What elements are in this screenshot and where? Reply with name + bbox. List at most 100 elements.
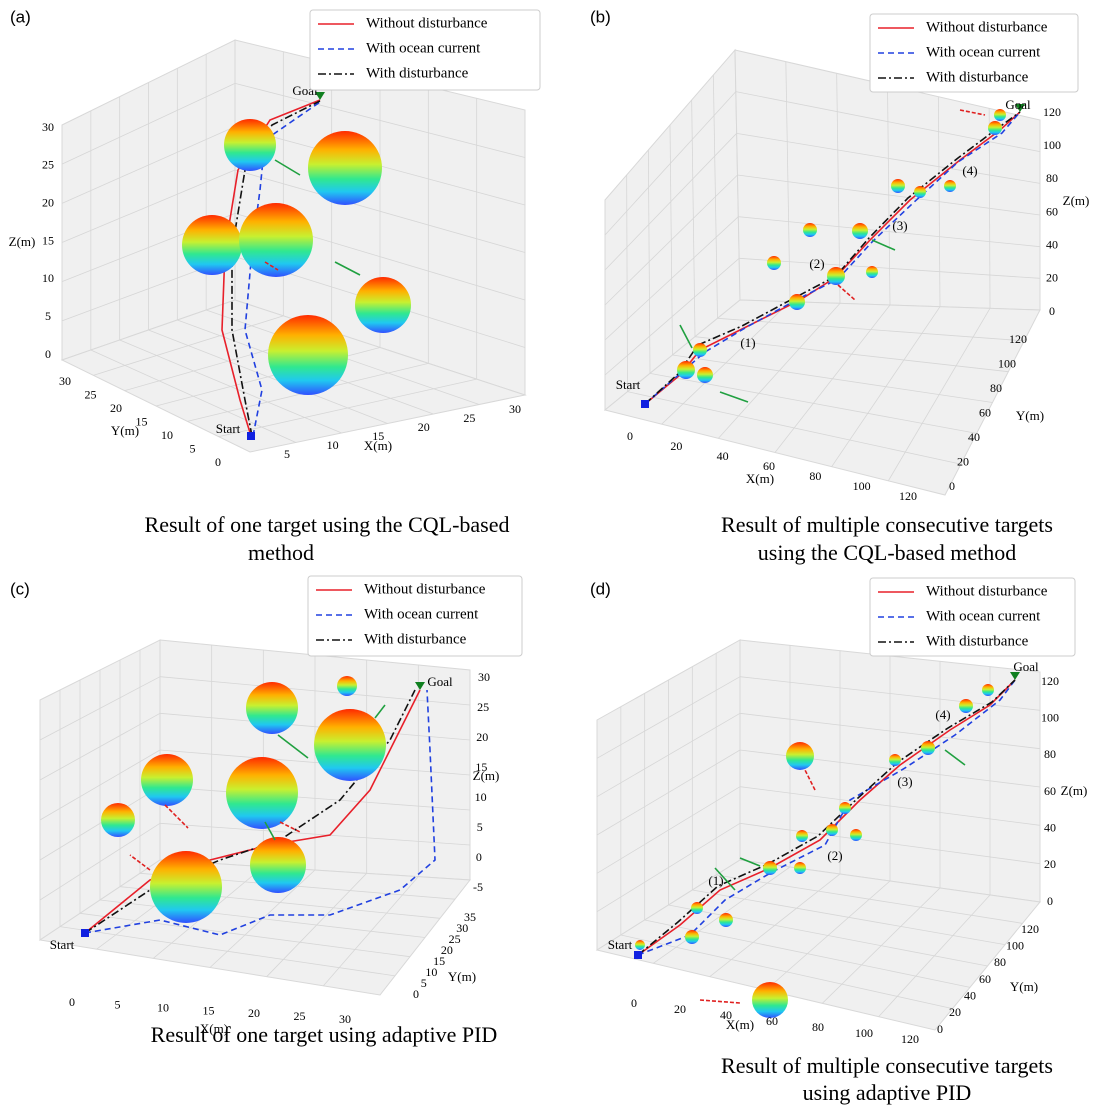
obstacle — [355, 277, 411, 333]
obstacle — [988, 121, 1002, 135]
z-tick-label: 15 — [42, 233, 54, 247]
x-tick-label: 5 — [284, 447, 290, 461]
z-tick-label: 20 — [1044, 857, 1056, 871]
z-axis-label: Z(m) — [1061, 783, 1088, 798]
arrow — [374, 704, 386, 719]
obstacle — [852, 223, 868, 239]
arrow — [277, 734, 309, 759]
obstacle — [308, 131, 382, 205]
x-tick-label: 100 — [853, 479, 871, 493]
y-tick-label: 120 — [1009, 332, 1027, 346]
z-tick-label: 25 — [42, 158, 54, 172]
start-marker — [641, 400, 649, 408]
obstacle — [226, 757, 298, 829]
panel: (a) 5 10 15 20 25 30 X(m) 30 25 20 15 10 5 0 Y(m) 0 5 10 15… — [9, 7, 541, 565]
goal-marker — [415, 682, 425, 690]
y-tick-label: 20 — [957, 454, 969, 468]
legend-label: With ocean current — [926, 44, 1041, 60]
x-tick-label: 25 — [294, 1009, 306, 1023]
annotation: Start — [50, 937, 75, 952]
z-axis-label: Z(m) — [473, 768, 500, 783]
arrow — [279, 821, 301, 833]
arrow — [944, 749, 966, 766]
x-tick-label: 0 — [631, 996, 637, 1010]
annotation: (2) — [809, 256, 824, 271]
grid-line — [604, 258, 740, 376]
z-tick-label: 20 — [42, 195, 54, 209]
z-tick-label: 100 — [1041, 710, 1059, 724]
annotation: Goal — [427, 674, 453, 689]
y-tick-label: 25 — [449, 932, 461, 946]
x-tick-label: 60 — [766, 1014, 778, 1028]
y-tick-label: 25 — [85, 387, 97, 401]
x-axis-label: X(m) — [200, 1021, 228, 1036]
z-tick-label: 0 — [1047, 894, 1053, 908]
obstacle — [994, 109, 1006, 121]
caption: Result of multiple consecutive targets — [721, 512, 1053, 537]
obstacle — [693, 343, 707, 357]
obstacle — [635, 940, 645, 950]
start-marker — [634, 951, 642, 959]
grid-line — [739, 257, 1041, 279]
obstacle — [891, 179, 905, 193]
x-tick-label: 40 — [720, 1008, 732, 1022]
grid-line — [878, 894, 991, 1017]
obstacle — [314, 709, 386, 781]
x-tick-label: 0 — [69, 995, 75, 1009]
legend-label: Without disturbance — [926, 19, 1048, 35]
z-tick-label: 120 — [1041, 674, 1059, 688]
annotation: (3) — [892, 218, 907, 233]
obstacle — [752, 982, 788, 1018]
y-tick-label: 30 — [456, 921, 468, 935]
obstacle — [719, 913, 733, 927]
y-tick-label: 40 — [968, 430, 980, 444]
y-tick-label: 80 — [990, 381, 1002, 395]
obstacle — [685, 930, 699, 944]
y-tick-label: 35 — [464, 910, 476, 924]
obstacle — [224, 119, 276, 171]
legend-label: With disturbance — [366, 65, 469, 81]
z-tick-label: 10 — [475, 790, 487, 804]
legend-label: Without disturbance — [364, 581, 486, 597]
z-axis-label: Z(m) — [1063, 193, 1090, 208]
obstacle — [794, 862, 806, 874]
annotation: Start — [608, 937, 633, 952]
obstacle — [850, 829, 862, 841]
trajectory — [637, 679, 1016, 956]
obstacle — [982, 684, 994, 696]
x-axis-label: X(m) — [746, 471, 774, 486]
obstacle — [866, 266, 878, 278]
trajectory — [637, 679, 1016, 956]
z-tick-label: 10 — [42, 271, 54, 285]
y-tick-label: 40 — [964, 988, 976, 1002]
y-axis-label: Y(m) — [1010, 979, 1038, 994]
x-tick-label: 20 — [674, 1002, 686, 1016]
y-tick-label: 100 — [998, 356, 1016, 370]
panel-label: (a) — [10, 7, 31, 26]
obstacle — [677, 361, 695, 379]
grid-line — [39, 822, 161, 901]
obstacle — [268, 315, 348, 395]
x-tick-label: 80 — [809, 469, 821, 483]
x-tick-label: 10 — [327, 438, 339, 452]
z-tick-label: 0 — [45, 347, 51, 361]
obstacle — [959, 699, 973, 713]
obstacle — [827, 267, 845, 285]
annotation: (4) — [962, 163, 977, 178]
x-tick-label: 60 — [763, 459, 775, 473]
obstacle — [889, 754, 901, 766]
start-marker — [81, 929, 89, 937]
z-tick-label: 60 — [1046, 204, 1058, 218]
arrow — [679, 324, 693, 349]
z-tick-label: 60 — [1044, 784, 1056, 798]
y-tick-label: 0 — [949, 479, 955, 493]
legend-box — [307, 575, 523, 657]
annotation: Goal — [1013, 659, 1039, 674]
caption: using the CQL-based method — [758, 540, 1016, 565]
arrow — [129, 854, 151, 871]
y-tick-label: 10 — [161, 428, 173, 442]
obstacle — [914, 186, 926, 198]
goal-marker — [1010, 672, 1020, 680]
caption: using adaptive PID — [803, 1080, 972, 1105]
